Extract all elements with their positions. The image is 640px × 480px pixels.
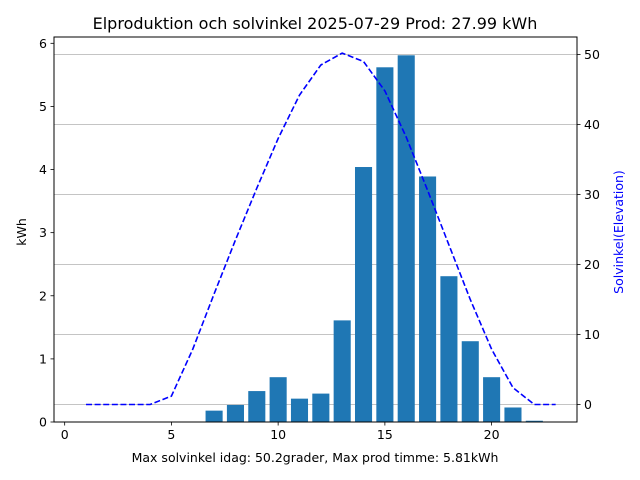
x-tick-label-0: 0 [61, 427, 69, 442]
y-tick-label-2: 2 [39, 288, 47, 303]
y-tick-label-5: 5 [39, 99, 47, 114]
x-tick-label-5: 5 [167, 427, 175, 442]
bar-hour-15 [376, 67, 394, 423]
bar-hour-13 [333, 320, 351, 422]
bar-hour-20 [483, 377, 501, 422]
bar-hour-12 [312, 393, 330, 422]
y-tick-label-6: 6 [39, 36, 47, 51]
bar-hour-16 [397, 55, 415, 422]
bar-hour-17 [419, 176, 437, 422]
bar-hour-11 [290, 398, 309, 422]
y-tick-label-0: 0 [39, 415, 47, 430]
y2-tick-label-30: 30 [584, 187, 600, 202]
elevation-line [86, 52, 556, 406]
x-tick-label-15: 15 [377, 427, 393, 442]
y2-tick-label-20: 20 [584, 257, 600, 272]
bar-hour-19 [461, 341, 479, 422]
y2-tick-label-0: 0 [584, 397, 592, 412]
x-tick-label-20: 20 [484, 427, 500, 442]
bar-series [205, 55, 543, 423]
grid-lines [54, 54, 577, 405]
x-axis-ticks: 0 5 10 15 20 [61, 422, 500, 442]
bar-hour-21 [504, 407, 522, 422]
bar-hour-14 [354, 167, 373, 422]
x-axis-label: Max solvinkel idag: 50.2grader, Max prod… [132, 450, 499, 465]
bar-hour-10 [269, 377, 287, 422]
bar-hour-7 [205, 410, 223, 422]
bar-hour-9 [248, 391, 266, 422]
y2-axis-ticks: 0 10 20 30 40 50 [577, 47, 600, 412]
bar-hour-22 [525, 420, 543, 422]
elevation-line-series [86, 52, 556, 406]
y2-tick-label-40: 40 [584, 117, 600, 132]
y-tick-label-1: 1 [39, 351, 47, 366]
y2-axis-label: Solvinkel(Elevation) [611, 170, 626, 294]
y2-tick-label-10: 10 [584, 327, 600, 342]
y-tick-label-4: 4 [39, 162, 47, 177]
y-tick-label-3: 3 [39, 225, 47, 240]
y-axis-label: kWh [14, 218, 29, 246]
plot-frame [53, 36, 578, 423]
y-axis-ticks: 0 1 2 3 4 5 6 [39, 36, 54, 430]
y2-tick-label-50: 50 [584, 47, 600, 62]
chart-title: Elproduktion och solvinkel 2025-07-29 Pr… [93, 14, 538, 33]
bar-hour-18 [440, 276, 458, 422]
x-tick-label-10: 10 [270, 427, 286, 442]
bar-hour-8 [226, 404, 244, 422]
